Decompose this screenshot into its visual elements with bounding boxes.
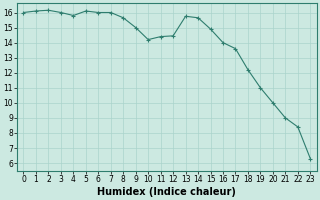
X-axis label: Humidex (Indice chaleur): Humidex (Indice chaleur) xyxy=(98,187,236,197)
